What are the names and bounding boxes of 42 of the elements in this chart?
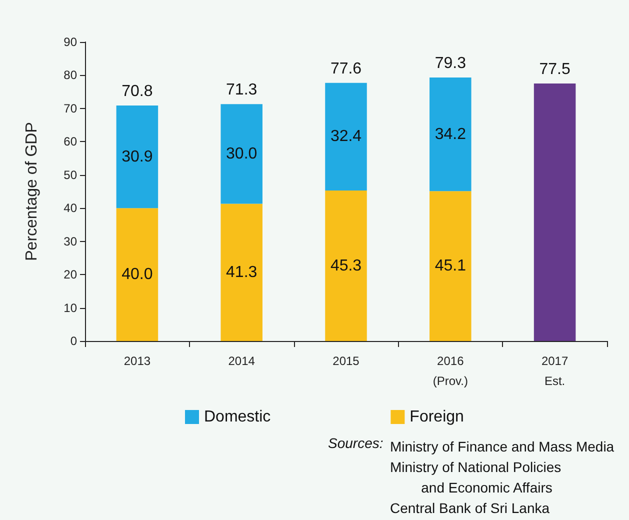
y-axis-title: Percentage of GDP [24,122,40,261]
bar [116,208,158,341]
x-tick-label: 2016 (Prov.) [432,354,468,388]
total-label: 77.5 [539,61,570,78]
y-tick-label: 0 [70,334,78,348]
x-tick-label: 2015 [332,354,360,368]
bar [430,191,472,341]
data-label: 41.3 [226,264,258,281]
bar [325,190,367,341]
x-tick-label: 2013 [124,354,151,368]
bar [220,104,262,204]
y-tick-label: 20 [64,268,78,282]
data-label: 45.1 [434,258,466,275]
x-tick-label: 2017 Est. [541,354,568,388]
bar [220,204,262,341]
legend-label: Foreign [410,408,464,426]
data-label: 45.3 [330,257,362,274]
bar [534,84,576,341]
bar [116,105,158,208]
y-tick-label: 10 [64,300,78,315]
y-tick-label: 60 [64,134,78,149]
data-label: 32.4 [330,128,362,146]
total-label: 71.3 [226,82,258,99]
text: Ministry of Finance and Mass Media Ministry of National Policies and Economic Affairs Central Bank of Sri Lanka [390,438,614,516]
y-tick-label: 80 [64,68,78,82]
y-tick-label: 40 [64,201,78,216]
bar [430,78,472,192]
x-tick-label: 2014 [228,354,256,368]
total-label: 70.8 [122,82,153,100]
total-label: 77.6 [330,60,362,78]
y-tick-label: 30 [64,234,78,248]
source-note: Sources: [328,435,384,451]
bar [325,82,367,191]
y-tick-label: 50 [64,168,78,182]
data-label: 40.0 [122,266,153,284]
data-label: 30.9 [122,148,153,166]
y-tick-label: 70 [64,101,78,116]
total-label: 79.3 [434,55,466,72]
data-label: 30.0 [226,145,258,162]
legend-label: Domestic [204,408,271,426]
data-label: 34.2 [434,126,466,143]
y-tick-label: 90 [64,35,78,49]
